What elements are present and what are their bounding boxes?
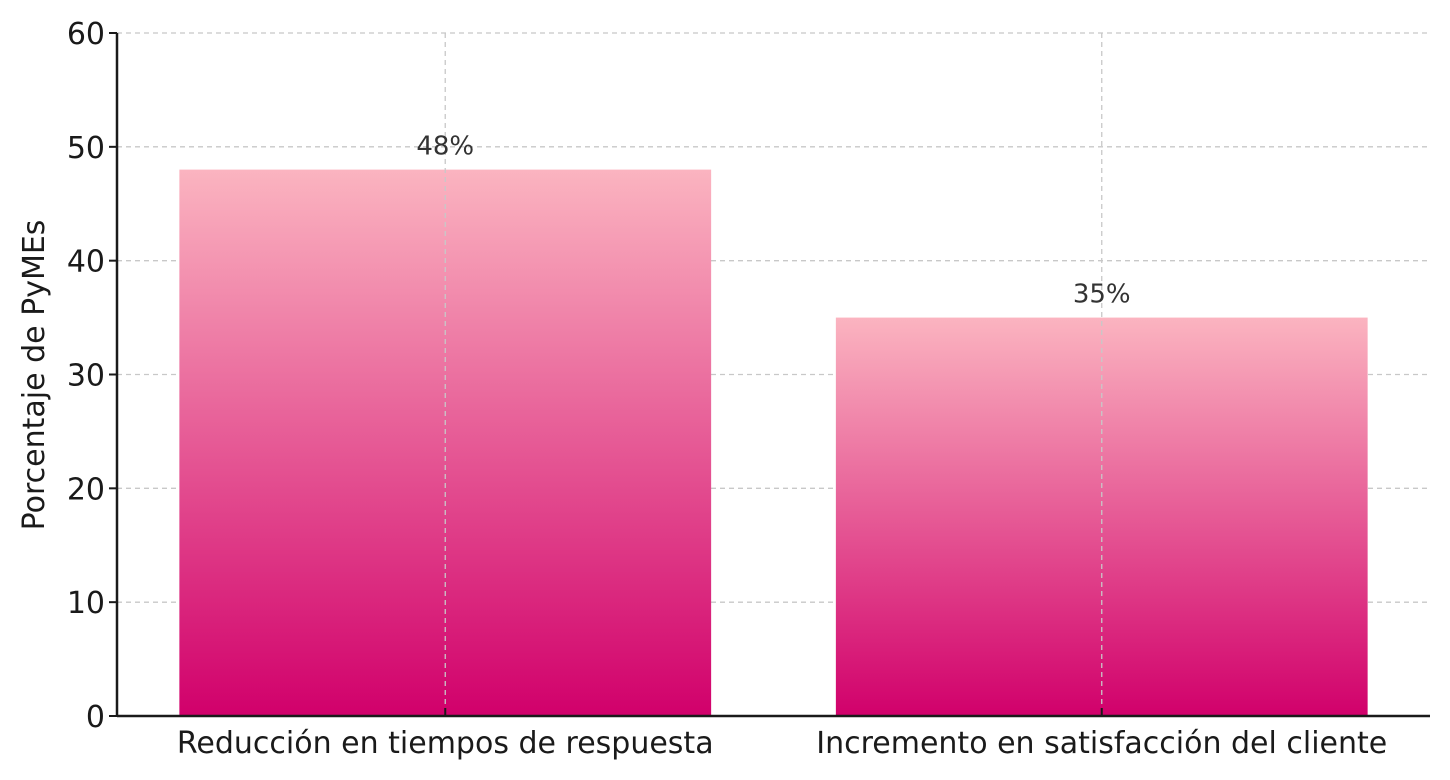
bar-value-label: 35% xyxy=(1073,280,1131,310)
y-tick-label: 50 xyxy=(67,131,105,166)
labels: 0 10 20 30 40 50 60 Reducción en tiempos de res… xyxy=(67,17,1387,761)
bar-value-label: 48% xyxy=(416,132,474,162)
y-tick-label: 40 xyxy=(67,245,105,280)
axes xyxy=(109,32,1430,718)
y-tick-label: 10 xyxy=(67,586,105,621)
vertical-gridlines xyxy=(444,33,1103,716)
y-tick-label: 60 xyxy=(67,17,105,52)
y-tick-label: 0 xyxy=(86,700,105,735)
y-tick-label: 20 xyxy=(67,472,105,507)
x-tick-label: Reducción en tiempos de respuesta xyxy=(177,726,714,761)
y-tick-label: 30 xyxy=(67,359,105,394)
x-tick-label: Incremento en satisfacción del cliente xyxy=(816,726,1387,761)
bars xyxy=(179,169,1368,717)
y-axis-title: Porcentaje de PyMEs xyxy=(17,220,52,531)
